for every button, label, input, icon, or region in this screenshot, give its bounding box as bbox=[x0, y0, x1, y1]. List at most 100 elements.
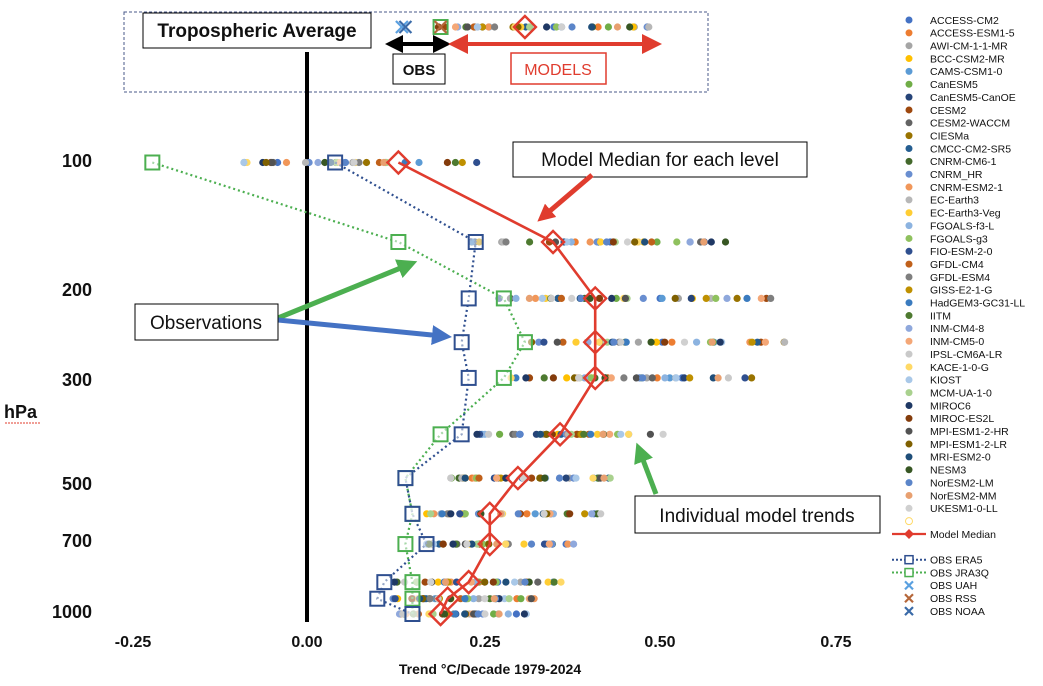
model-trend-point bbox=[570, 540, 578, 548]
y-tick-label: 300 bbox=[62, 370, 92, 390]
model-trend-point bbox=[447, 474, 455, 482]
legend-marker bbox=[905, 324, 913, 332]
legend-marker bbox=[905, 260, 913, 268]
model-trend-point bbox=[527, 540, 536, 548]
legend-marker bbox=[905, 312, 913, 320]
legend-marker bbox=[905, 93, 913, 101]
model-trend-point bbox=[544, 578, 552, 586]
era5-point bbox=[467, 234, 484, 251]
model-trend-point bbox=[606, 474, 614, 482]
individual-trends-annotation-box bbox=[634, 495, 881, 534]
model-trend-point bbox=[648, 238, 656, 246]
legend-marker bbox=[905, 337, 913, 345]
model-trend-point bbox=[716, 338, 724, 346]
model-trend-point bbox=[515, 430, 524, 438]
model-trend-point bbox=[461, 474, 469, 482]
legend-label: EC-Earth3-Veg bbox=[930, 208, 1001, 220]
model-trend-point bbox=[549, 374, 558, 382]
y-tick-label: 700 bbox=[62, 531, 92, 551]
model-trend-point bbox=[625, 430, 633, 438]
model-median-annotation-box bbox=[512, 141, 808, 178]
model-trend-point bbox=[474, 610, 482, 618]
uah-tropospheric-point bbox=[395, 20, 409, 34]
model-trend-point bbox=[761, 338, 770, 346]
model-trend-point bbox=[661, 338, 669, 346]
model-trend-point bbox=[519, 474, 527, 482]
legend-marker bbox=[905, 453, 913, 461]
era5-point bbox=[369, 590, 386, 607]
legend-rss-marker bbox=[904, 593, 914, 604]
model-trend-point bbox=[461, 595, 469, 603]
model-trend-point bbox=[748, 374, 756, 382]
model-median-arrow bbox=[537, 173, 594, 222]
legend-label: INM-CM4-8 bbox=[930, 323, 984, 335]
legend-label: OBS JRA3Q bbox=[930, 567, 989, 579]
model-trend-point bbox=[617, 338, 625, 346]
legend-marker bbox=[905, 119, 913, 127]
model-trend-point bbox=[443, 158, 451, 167]
model-trend-point bbox=[607, 374, 615, 382]
model-trend-point bbox=[534, 578, 542, 586]
model-trend-point bbox=[721, 238, 730, 246]
legend-label: EC-Earth3 bbox=[930, 195, 979, 207]
legend-label: Model Median bbox=[930, 529, 996, 541]
model-trend-point bbox=[673, 238, 681, 246]
model-trend-point bbox=[350, 158, 358, 167]
model-trend-point bbox=[520, 610, 529, 618]
legend-label: INM-CM5-0 bbox=[930, 336, 984, 348]
legend-marker bbox=[905, 466, 913, 474]
model-trend-point bbox=[540, 510, 548, 518]
legend-marker bbox=[905, 363, 913, 371]
models-label: MODELS bbox=[524, 62, 592, 79]
legend-marker bbox=[905, 157, 913, 165]
legend-label: CIESMa bbox=[930, 130, 969, 142]
tropospheric-frame bbox=[123, 11, 709, 93]
model-trend-point bbox=[505, 595, 513, 603]
tropospheric-model-point bbox=[552, 23, 561, 31]
model-trend-point bbox=[461, 610, 469, 618]
model-trend-point bbox=[603, 238, 611, 246]
jra3q-point bbox=[390, 234, 407, 251]
model-trend-point bbox=[449, 540, 457, 548]
legend-noaa-marker bbox=[904, 606, 914, 616]
legend-label: ACCESS-CM2 bbox=[930, 15, 999, 27]
model-trend-point bbox=[580, 430, 588, 438]
model-trend-point bbox=[587, 430, 595, 438]
model-trend-point bbox=[481, 610, 489, 618]
model-trend-point bbox=[588, 510, 596, 518]
era5-point bbox=[460, 369, 477, 386]
legend-label: CanESM5 bbox=[930, 79, 978, 91]
model-trend-point bbox=[475, 595, 483, 603]
model-trend-point bbox=[380, 158, 388, 167]
model-trend-point bbox=[708, 338, 716, 346]
tropospheric-model-point bbox=[594, 23, 602, 31]
era5-point bbox=[460, 290, 477, 307]
legend-label: CNRM-ESM2-1 bbox=[930, 182, 1003, 194]
legend-label: FIO-ESM-2-0 bbox=[930, 246, 993, 258]
model-trend-point bbox=[493, 474, 501, 482]
legend-marker bbox=[905, 16, 913, 24]
legend-label: AWI-CM-1-1-MR bbox=[930, 41, 1008, 53]
y-axis-label: hPa bbox=[4, 402, 38, 422]
model-trend-point bbox=[362, 158, 371, 167]
model-trend-point bbox=[545, 540, 553, 548]
legend-marker bbox=[905, 286, 913, 294]
model-trend-point bbox=[575, 374, 583, 382]
rss-tropospheric-point bbox=[433, 20, 448, 34]
model-trend-point bbox=[646, 430, 655, 438]
legend-marker bbox=[905, 132, 913, 140]
models-label-box bbox=[510, 52, 607, 85]
model-trend-point bbox=[572, 338, 580, 346]
model-trend-point bbox=[723, 294, 731, 302]
median-point bbox=[455, 569, 482, 595]
model-median-annotation: Model Median for each level bbox=[541, 150, 779, 171]
model-trend-point bbox=[426, 595, 434, 603]
series-line-model-median bbox=[397, 161, 597, 615]
legend-marker bbox=[905, 440, 913, 448]
x-tick-label: -0.25 bbox=[115, 634, 152, 651]
tropospheric-model-point bbox=[526, 23, 534, 31]
noaa-tropospheric-point bbox=[398, 20, 413, 34]
model-trend-point bbox=[566, 510, 574, 518]
y-tick-label: 1000 bbox=[52, 602, 92, 622]
